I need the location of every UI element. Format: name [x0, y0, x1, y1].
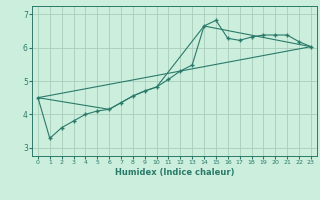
X-axis label: Humidex (Indice chaleur): Humidex (Indice chaleur)	[115, 168, 234, 177]
